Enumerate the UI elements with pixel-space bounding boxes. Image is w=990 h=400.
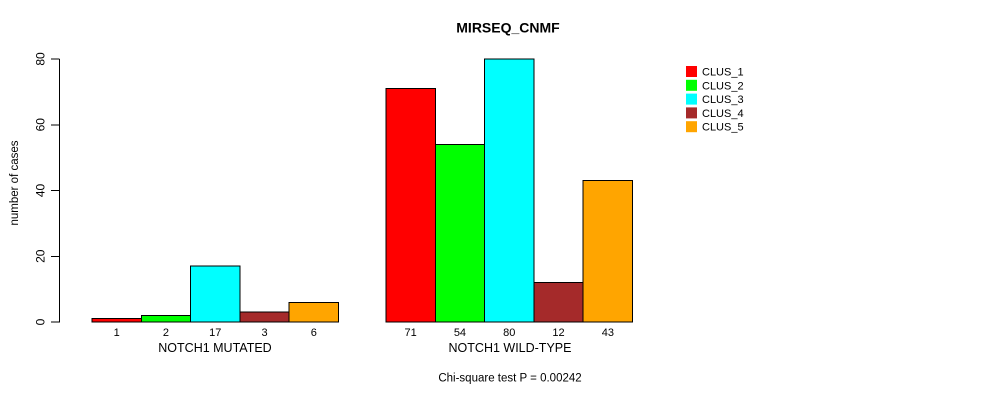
bar-value-label: 3 xyxy=(261,327,267,339)
bar-clus_3-group2 xyxy=(484,58,535,323)
y-tick-label: 80 xyxy=(34,52,48,66)
legend-swatch-clus_3 xyxy=(686,93,697,105)
group-label-notch1-mutated: NOTCH1 MUTATED xyxy=(158,341,271,355)
legend-label: CLUS_3 xyxy=(702,94,744,106)
legend-swatch-clus_2 xyxy=(686,79,697,91)
y-axis-label: number of cases xyxy=(9,140,21,225)
chi-square-footnote: Chi-square test P = 0.00242 xyxy=(438,373,581,385)
bar-clus_5-group2 xyxy=(582,180,634,323)
bar-clus_4-group2 xyxy=(533,282,584,323)
bar-value-label: 2 xyxy=(163,327,169,339)
bar-value-label: 12 xyxy=(552,327,564,339)
bar-value-labels: 1 2 17 3 6 71 54 80 12 43 xyxy=(114,327,614,339)
bar-value-label: 54 xyxy=(454,327,466,339)
y-tick-label: 60 xyxy=(34,118,48,132)
legend-swatch-clus_5 xyxy=(686,121,697,133)
bar-clus_2-group2 xyxy=(434,143,486,323)
group-label-notch1-wild-type: NOTCH1 WILD-TYPE xyxy=(449,341,572,355)
bar-value-label: 80 xyxy=(503,327,515,339)
legend-swatch-clus_4 xyxy=(686,107,697,119)
bar-value-label: 43 xyxy=(602,327,614,339)
bar-clus_2-group1 xyxy=(140,314,192,323)
legend-label: CLUS_4 xyxy=(702,108,744,120)
legend-label: CLUS_1 xyxy=(702,67,744,79)
y-tick-label: 0 xyxy=(34,318,48,325)
bar-value-label: 17 xyxy=(209,327,221,339)
bar-clus_4-group1 xyxy=(239,311,290,323)
bar-value-label: 6 xyxy=(311,327,317,339)
chart-title: MIRSEQ_CNMF xyxy=(456,20,560,36)
legend-label: CLUS_5 xyxy=(702,122,744,134)
legend-swatch-clus_1 xyxy=(686,66,697,77)
legend-label: CLUS_2 xyxy=(702,80,744,92)
y-axis: 0 20 40 60 80 xyxy=(34,52,60,325)
bar-value-label: 1 xyxy=(114,327,120,339)
bar-value-label: 71 xyxy=(405,327,417,339)
y-tick-label: 40 xyxy=(34,184,48,198)
bar-clus_3-group1 xyxy=(190,265,241,323)
bar-clus_1-group1 xyxy=(91,318,142,323)
y-tick-label: 20 xyxy=(34,249,48,263)
bar-clus_5-group1 xyxy=(288,301,340,323)
bar-clus_1-group2 xyxy=(385,88,436,323)
bars-layer xyxy=(91,58,634,323)
